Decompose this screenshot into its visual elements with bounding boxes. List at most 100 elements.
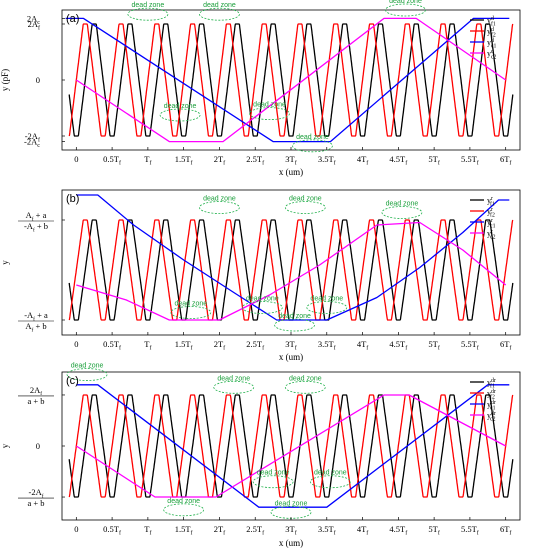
- series-line-ydrf2: [68, 394, 514, 498]
- dead-zone-label: dead zone: [132, 2, 165, 9]
- legend-label-yrc1: yr c1: [487, 218, 496, 230]
- dead-zone-label: dead zone: [203, 196, 236, 203]
- dead-zone-label: dead zone: [296, 134, 329, 141]
- x-tick-label: 1.5Tf: [175, 524, 194, 537]
- dead-zone-marker: [163, 503, 205, 517]
- legend-label-ydrc1: ydr c1: [487, 400, 496, 412]
- series-line-yrc1: [76, 194, 510, 321]
- x-tick-label: 6Tf: [500, 524, 512, 537]
- dead-zone-label: dead zone: [310, 296, 343, 303]
- x-tick-label: 3Tf: [285, 339, 297, 352]
- series-line-yrc2: [76, 221, 507, 321]
- y-tick-label: -2Ac: [24, 137, 40, 150]
- dead-zone-marker: [252, 475, 294, 489]
- panel-label: (a): [66, 13, 79, 25]
- x-tick-label: 6Tf: [500, 339, 512, 352]
- dead-zone-label: dead zone: [253, 102, 286, 109]
- legend-label-yrc2: yr c2: [487, 229, 496, 241]
- x-tick-label: 0: [74, 524, 78, 534]
- x-tick-label: 1.5Tf: [175, 154, 194, 167]
- dead-zone-label: dead zone: [164, 103, 197, 110]
- x-tick-label: 5.5Tf: [461, 524, 480, 537]
- x-tick-label: 4Tf: [357, 154, 369, 167]
- y-axis-title: y (pF): [0, 69, 10, 91]
- x-tick-label: 3.5Tf: [318, 154, 337, 167]
- series-line-yrf2: [68, 219, 514, 321]
- y-tick-label-denominator: Af + b: [25, 321, 46, 333]
- dead-zone-marker: [159, 108, 201, 122]
- dead-zone-marker: [306, 301, 348, 314]
- x-axis-title: x (um): [279, 538, 303, 548]
- x-tick-label: 0: [74, 339, 78, 349]
- legend-label-ydrc2: ydr c2: [487, 411, 496, 423]
- series-line-ydf2: [68, 23, 514, 137]
- x-tick-label: 3.5Tf: [318, 339, 337, 352]
- x-tick-label: Tf: [144, 154, 152, 167]
- plot-area: [68, 384, 514, 508]
- x-tick-label: 5Tf: [428, 154, 440, 167]
- dead-zone-label: dead zone: [257, 470, 290, 477]
- dead-zone-label: dead zone: [389, 0, 422, 5]
- legend-label-ydc2: yd c2: [487, 49, 497, 61]
- dead-zone-marker: [292, 139, 333, 153]
- legend-label-ydf2: yd f2: [487, 27, 496, 39]
- x-tick-label: 2.5Tf: [246, 154, 265, 167]
- dead-zone-label: dead zone: [174, 301, 207, 308]
- y-tick-label: -2Af: [25, 131, 41, 144]
- dead-zone-label: dead zone: [278, 313, 311, 320]
- dead-zone-marker: [381, 206, 423, 219]
- y-axis-title: y: [0, 443, 10, 448]
- x-tick-label: 0.5Tf: [103, 339, 122, 352]
- x-tick-label: 5Tf: [428, 524, 440, 537]
- x-tick-label: 5Tf: [428, 339, 440, 352]
- dead-zone-marker: [309, 475, 351, 489]
- y-tick-label: 0: [36, 75, 40, 85]
- x-tick-label: 4Tf: [357, 524, 369, 537]
- y-tick-label: 0: [36, 441, 40, 451]
- dead-zone-marker: [127, 7, 169, 21]
- y-tick-label-numerator: -Af + a: [24, 310, 48, 322]
- dead-zone-marker: [385, 3, 426, 17]
- x-tick-label: 2.5Tf: [246, 524, 265, 537]
- dead-zone-label: dead zone: [203, 2, 236, 9]
- series-line-ydc1: [65, 17, 510, 143]
- panel-label: (c): [66, 375, 79, 387]
- dead-zone-label: dead zone: [289, 196, 322, 203]
- legend-label-ydc1: yd c1: [487, 38, 497, 50]
- series-line-ydrc2: [75, 394, 507, 498]
- legend-label-yrf2: yr f2: [487, 207, 495, 219]
- dead-zone-marker: [199, 201, 240, 214]
- series-line-ydrc1: [76, 384, 510, 508]
- x-tick-label: 4.5Tf: [389, 524, 408, 537]
- legend-label-ydrf2: ydr f2: [487, 389, 496, 401]
- x-tick-label: 0: [74, 154, 78, 164]
- dead-zone-marker: [274, 318, 315, 332]
- y-axis-title: y: [0, 260, 10, 265]
- dead-zone-marker: [170, 306, 212, 319]
- y-tick-label-denominator: a + b: [27, 396, 44, 406]
- legend-label-ydrf1: ydr f1: [487, 378, 496, 390]
- y-tick-label-denominator: a + b: [27, 498, 44, 508]
- x-tick-label: Tf: [144, 524, 152, 537]
- dead-zone-marker: [270, 505, 312, 519]
- x-tick-label: Tf: [144, 339, 152, 352]
- x-axis-title: x (um): [279, 352, 303, 362]
- dead-zone-marker: [249, 107, 290, 120]
- x-tick-label: 3.5Tf: [318, 524, 337, 537]
- dead-zone-marker: [199, 7, 240, 21]
- dead-zone-marker: [66, 368, 108, 381]
- dead-zone-marker: [241, 301, 283, 314]
- x-tick-label: 2.5Tf: [246, 339, 265, 352]
- dead-zone-label: dead zone: [386, 201, 419, 208]
- x-axis-title: x (um): [279, 167, 303, 177]
- x-tick-label: 1.5Tf: [175, 339, 194, 352]
- dead-zone-label: dead zone: [217, 375, 250, 382]
- dead-zone-label: dead zone: [314, 470, 347, 477]
- plot-area: [68, 194, 514, 321]
- x-tick-label: 3Tf: [285, 524, 297, 537]
- y-tick-label: 2Af: [28, 19, 41, 32]
- y-tick-label-numerator: Af + a: [26, 210, 47, 222]
